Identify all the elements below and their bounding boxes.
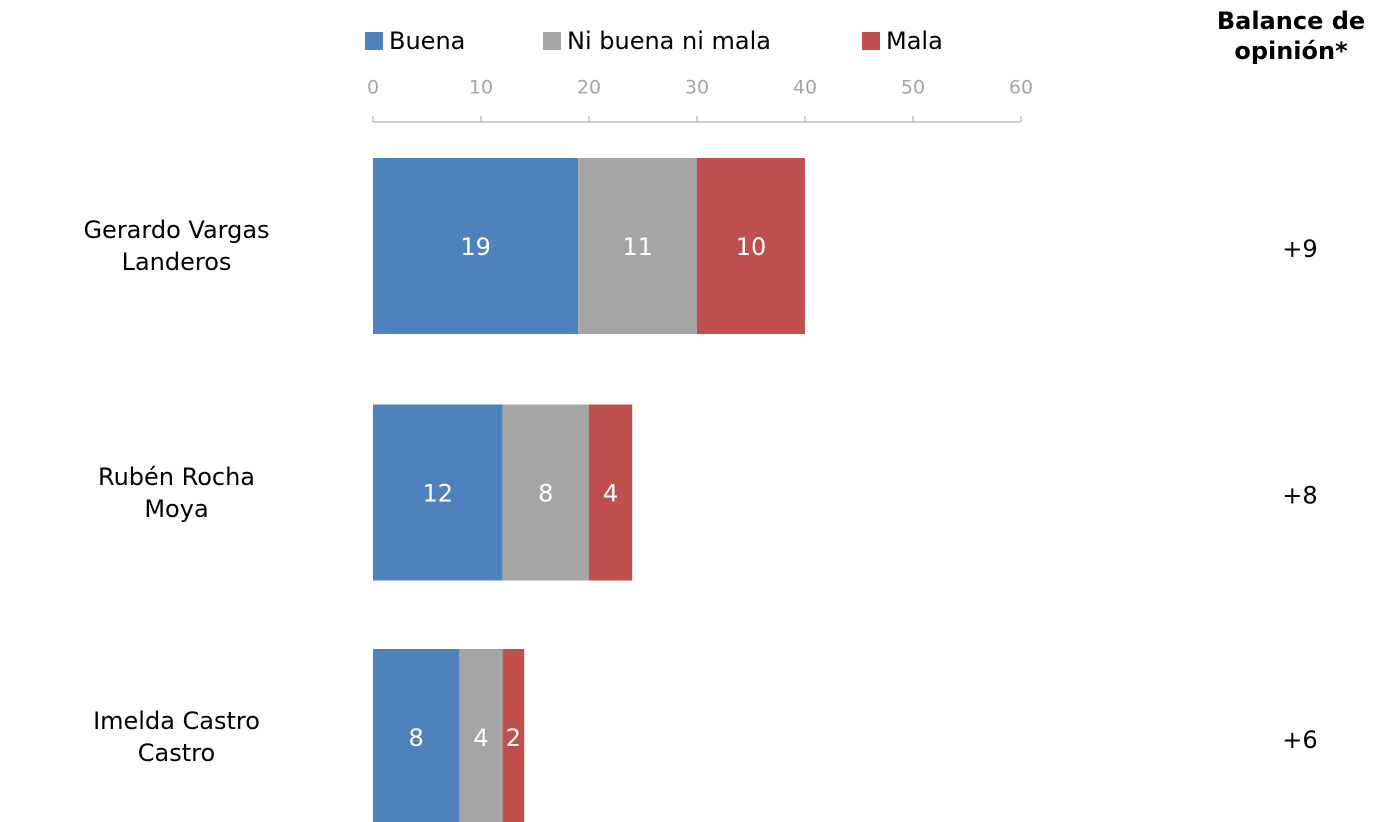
- bar-segment: [578, 158, 697, 334]
- data-label: 2: [506, 724, 521, 752]
- balance-label: +9: [1282, 235, 1317, 263]
- bar-segment: [697, 158, 805, 334]
- bar-segment: [502, 649, 525, 822]
- legend-label: Mala: [886, 27, 943, 55]
- bar-segment: [373, 158, 579, 334]
- data-label: 4: [473, 724, 488, 752]
- bar-segment: [373, 649, 460, 822]
- bar-segment: [589, 404, 633, 581]
- data-label: 8: [409, 724, 424, 752]
- data-label: 10: [736, 233, 767, 261]
- legend-swatch: [365, 32, 383, 50]
- bar-segment: [459, 649, 503, 822]
- category-label: Gerardo Vargas Landeros: [83, 216, 270, 276]
- x-tick-label: 20: [577, 77, 601, 99]
- balance-label: +8: [1282, 482, 1317, 510]
- data-label: 12: [423, 480, 454, 508]
- x-tick-label: 60: [1009, 77, 1033, 99]
- balance-title: Balance de opinión*: [1216, 7, 1366, 65]
- legend-label: Ni buena ni mala: [567, 27, 771, 55]
- x-tick-label: 0: [367, 77, 379, 99]
- x-tick-label: 30: [685, 77, 709, 99]
- x-tick-label: 10: [469, 77, 493, 99]
- bar-segment: [373, 404, 503, 581]
- legend-label: Buena: [389, 27, 465, 55]
- legend-swatch: [543, 32, 561, 50]
- bar-segment: [502, 404, 589, 581]
- category-label: Imelda Castro Castro: [93, 707, 260, 767]
- x-tick-label: 40: [793, 77, 817, 99]
- data-label: 8: [538, 480, 553, 508]
- category-label: Rubén Rocha Moya: [97, 462, 256, 523]
- balance-label: +6: [1282, 726, 1317, 754]
- data-label: 19: [460, 233, 491, 261]
- data-label: 11: [622, 233, 653, 261]
- x-tick-label: 50: [901, 77, 925, 99]
- legend-swatch: [862, 32, 880, 50]
- data-label: 4: [603, 480, 618, 508]
